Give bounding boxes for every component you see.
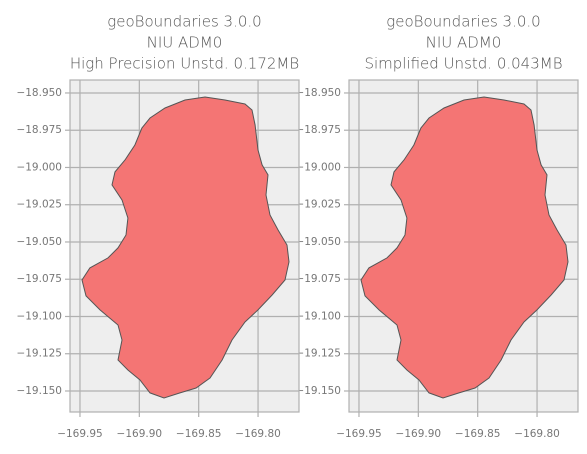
y-tick-label: −19.050 — [295, 236, 341, 248]
x-tick-label: −169.95 — [57, 428, 103, 440]
y-tick-label: −19.025 — [295, 199, 341, 211]
y-tick-label: −19.025 — [16, 199, 62, 211]
y-tick-label: −18.975 — [16, 124, 62, 136]
chart-title: NIU ADM0 — [426, 34, 502, 52]
y-tick-label: −19.000 — [16, 161, 62, 173]
y-tick-label: −19.000 — [295, 161, 341, 173]
x-tick-label: −169.90 — [117, 428, 163, 440]
boundary-shape — [360, 96, 569, 399]
y-tick-label: −19.050 — [16, 236, 62, 248]
x-tick-label: −169.90 — [396, 428, 442, 440]
y-tick-label: −19.075 — [16, 273, 62, 285]
y-tick-label: −18.950 — [295, 87, 341, 99]
y-tick-label: −19.075 — [295, 273, 341, 285]
chart-title: geoBoundaries 3.0.0 — [107, 13, 261, 31]
chart-title: NIU ADM0 — [147, 34, 223, 52]
boundary-shape — [81, 96, 290, 399]
chart-title: geoBoundaries 3.0.0 — [386, 13, 540, 31]
x-tick-label: −169.85 — [176, 428, 222, 440]
y-tick-label: −18.950 — [16, 87, 62, 99]
chart-title: Simplified Unstd. 0.043MB — [364, 55, 562, 73]
y-tick-label: −19.125 — [295, 348, 341, 360]
axes-frame — [348, 79, 579, 413]
y-tick-label: −19.150 — [16, 385, 62, 397]
y-tick-label: −19.100 — [295, 310, 341, 322]
chart-title: High Precision Unstd. 0.172MB — [70, 55, 299, 73]
axes-frame — [69, 79, 300, 413]
x-tick-label: −169.80 — [235, 428, 281, 440]
y-tick-label: −19.150 — [295, 385, 341, 397]
x-tick-label: −169.95 — [336, 428, 382, 440]
y-tick-label: −19.125 — [16, 348, 62, 360]
x-tick-label: −169.85 — [455, 428, 501, 440]
x-tick-label: −169.80 — [514, 428, 560, 440]
y-tick-label: −18.975 — [295, 124, 341, 136]
y-tick-label: −19.100 — [16, 310, 62, 322]
